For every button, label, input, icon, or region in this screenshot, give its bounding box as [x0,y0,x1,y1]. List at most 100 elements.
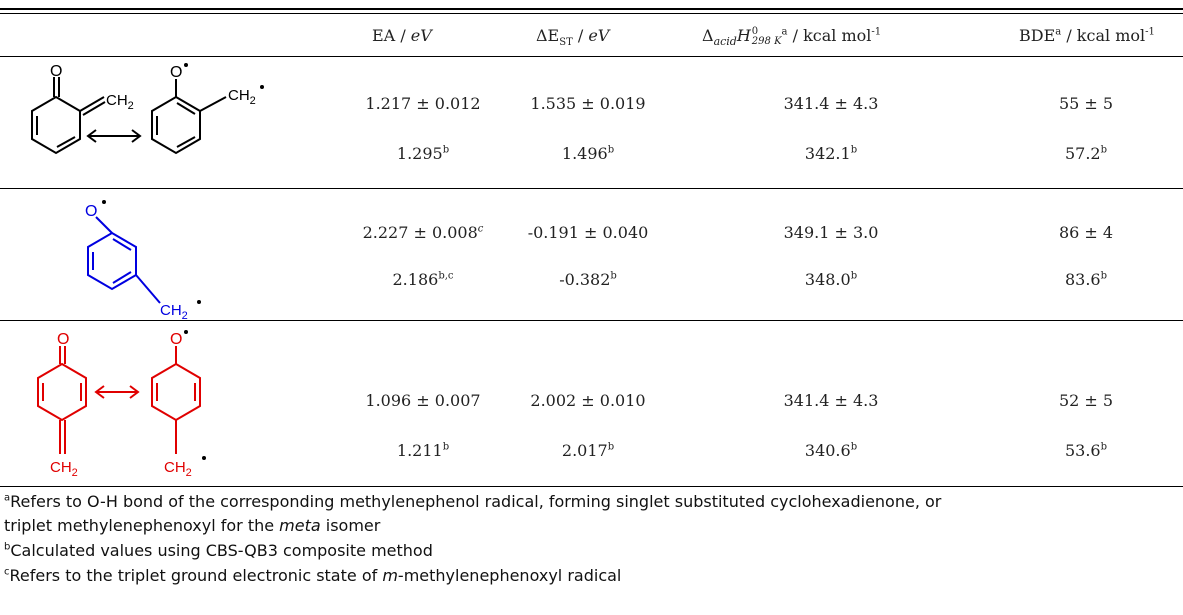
radical-dot-o [184,63,188,67]
row2-ea-exp-val: 2.227 ± 0.008 [362,223,478,242]
row1-dest-calc-sup: b [607,144,615,156]
mol1-ch2-sub: 2 [128,100,134,112]
row2-dest-calc: -0.382b [508,270,668,289]
footnote-b-text: Calculated values using CBS-QB3 composit… [10,541,433,560]
molecule-para: O CH2 O CH2 [37,330,206,479]
mol2-o-label: O [85,203,97,220]
mol2-ch2-label: CH [160,302,182,319]
row2-dacid-exp: 349.1 ± 3.0 [783,223,879,242]
header-dest-label: ΔE [536,26,560,45]
header-dest-sub: ST [559,37,573,49]
header-bde-unit: / kcal mol [1061,26,1146,45]
footnote-a-text1: Refers to O-H bond of the corresponding … [10,492,942,511]
svg-text:CH2: CH2 [106,92,134,112]
mol1-ch2-label: CH [106,92,128,109]
header-dacid-exp: -1 [871,26,882,38]
row3-bde-calc-val: 53.6 [1064,441,1101,460]
row1-dacid-calc-val: 342.1 [804,144,851,163]
row2-bde-calc: 83.6b [1016,270,1156,289]
row2-ea-calc-val: 2.186 [392,270,439,289]
row3-bde-calc: 53.6b [1016,441,1156,460]
row3-dest-calc-val: 2.017 [561,441,608,460]
molecule-ortho: O CH2 O CH2 [31,63,264,155]
row3-ea-calc-val: 1.211 [396,441,443,460]
molecule-meta: O CH2 [85,200,201,320]
row3-dest-exp: 2.002 ± 0.010 [530,391,646,410]
row1-rule [0,188,1183,189]
row2-dacid-calc-sup: b [850,270,858,282]
top-rule-thick [0,8,1183,10]
svg-text:CH2: CH2 [164,459,192,479]
row1-dacid-calc-sup: b [850,144,858,156]
row2-ea-calc-sup: b,c [438,270,454,282]
footnote-b: bCalculated values using CBS-QB3 composi… [4,541,433,560]
header-dacid-sup0: 0 [751,25,759,37]
row2-dacid-calc: 348.0b [751,270,911,289]
row3-bde-calc-sup: b [1100,441,1108,453]
mol3-o-label: O [57,331,69,348]
row1-bde-exp: 55 ± 5 [1058,94,1114,113]
row1-bde-calc-sup: b [1100,144,1108,156]
row2-dest-calc-sup: b [610,270,617,282]
mol3-ch2-sub: 2 [72,467,78,479]
radical-dot-o [184,330,188,334]
row1-dacid-calc: 342.1b [751,144,911,163]
header-dacid-h: H [736,26,751,45]
footnote-c-text-b: -methylenephenoxyl radical [397,566,622,585]
footnote-c-text-a: Refers to the triplet ground electronic … [9,566,383,585]
header-dacid-unit: / kcal mol [787,26,872,45]
header-dacid-supa: a [781,26,788,38]
row3-dest-calc: 2.017b [508,441,668,460]
mol1-o-label: O [50,63,62,80]
footnote-c: cRefers to the triplet ground electronic… [4,566,621,585]
header-dest-unit: eV [588,26,610,45]
row2-dest-exp: -0.191 ± 0.040 [527,223,649,242]
mol1r-o-label: O [170,64,182,81]
row2-bde-exp: 86 ± 4 [1058,223,1114,242]
header-bde: BDEa / kcal mol-1 [1019,26,1155,45]
row3-dacid-calc: 340.6b [751,441,911,460]
row3-dacid-exp: 341.4 ± 4.3 [783,391,879,410]
header-dest: ΔEST / eV [536,26,609,48]
footnote-a-line1: aRefers to O-H bond of the corresponding… [4,492,941,511]
mol3r-o-label: O [170,331,182,348]
footnote-a-italic: meta [279,516,321,535]
footnote-a-mark: a [4,492,11,504]
svg-text:CH2: CH2 [160,302,188,320]
row2-ea-exp: 2.227 ± 0.008c [343,223,503,242]
radical-dot-ch2 [202,456,206,460]
mol1r-ch2-sub: 2 [250,95,256,107]
header-dacid-delta: Δ [702,26,714,45]
header-ea-label: EA / [372,26,411,45]
header-bde-exp: -1 [1145,26,1155,38]
row1-ea-calc-val: 1.295 [396,144,443,163]
row3-dacid-calc-sup: b [850,441,858,453]
footnote-c-mark: c [4,566,10,578]
row1-ea-calc-sup: b [442,144,450,156]
row3-ea-calc: 1.211b [343,441,503,460]
row3-dest-calc-sup: b [607,441,615,453]
row3-rule [0,486,1183,487]
row3-ea-calc-sup: b [442,441,450,453]
row1-ea-exp: 1.217 ± 0.012 [365,94,481,113]
row1-dacid-exp: 341.4 ± 4.3 [783,94,879,113]
radical-dot-ch2 [260,85,264,89]
header-dacid-sub: acid [713,35,737,49]
svg-text:CH2: CH2 [50,459,78,479]
footnote-a-text2a: triplet methylenephenoxyl for the [4,516,280,535]
mol1r-ch2-label: CH [228,87,250,104]
row1-bde-calc-val: 57.2 [1064,144,1101,163]
row3-dacid-calc-val: 340.6 [804,441,851,460]
row1-bde-calc: 57.2b [1016,144,1156,163]
header-ea: EA / eV [372,26,432,45]
mol3r-ch2-label: CH [164,459,186,476]
header-dacid-subt: 298 K [751,35,782,47]
footnote-b-mark: b [4,541,11,553]
row1-dest-exp: 1.535 ± 0.019 [530,94,646,113]
row2-bde-calc-sup: b [1100,270,1108,282]
header-bde-supa: a [1055,26,1062,38]
row1-dest-calc-val: 1.496 [561,144,608,163]
footnote-a-line2: triplet methylenephenoxyl for the meta i… [4,516,380,535]
mol3r-ch2-sub: 2 [186,467,192,479]
header-dest-sep: / [572,26,589,45]
